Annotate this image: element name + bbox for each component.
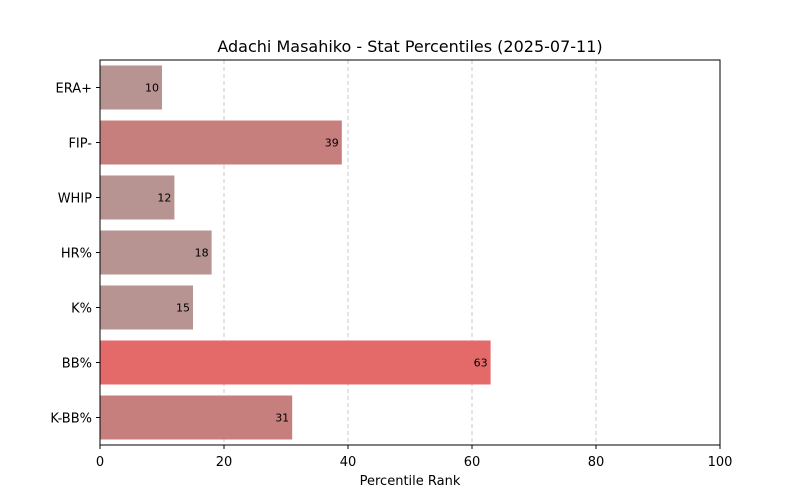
bar-value-label: 15 bbox=[176, 302, 190, 315]
bar-value-label: 39 bbox=[325, 137, 339, 150]
y-tick-label: ERA+ bbox=[55, 82, 92, 97]
y-tick-label: K% bbox=[71, 302, 92, 317]
bar-value-label: 18 bbox=[195, 247, 209, 260]
x-axis-label: Percentile Rank bbox=[360, 474, 461, 489]
labels-layer: 10 39 12 18 15 63 31 bbox=[145, 82, 488, 425]
axes-layer: ERA+ FIP- WHIP HR% K% BB% K-BB% 0 20 40 60 80 100 bbox=[50, 59, 733, 470]
x-tick-label: 40 bbox=[340, 455, 357, 470]
bar-value-label: 12 bbox=[157, 192, 171, 205]
y-tick-label: HR% bbox=[61, 247, 92, 262]
bar-value-label: 10 bbox=[145, 82, 159, 95]
plot-frame bbox=[99, 59, 721, 446]
x-tick-label: 100 bbox=[708, 455, 733, 470]
y-tick-label: FIP- bbox=[68, 137, 92, 152]
bar-era- bbox=[100, 65, 162, 110]
bar-fip- bbox=[100, 120, 342, 165]
bars-layer bbox=[100, 65, 491, 440]
bar-value-label: 63 bbox=[474, 357, 488, 370]
chart-title: Adachi Masahiko - Stat Percentiles (2025… bbox=[217, 37, 602, 56]
y-tick-label: K-BB% bbox=[50, 412, 92, 427]
y-tick-label: WHIP bbox=[58, 192, 92, 207]
y-tick-label: BB% bbox=[62, 357, 92, 372]
bar-k- bbox=[100, 285, 193, 330]
bar-whip bbox=[100, 175, 175, 220]
x-tick-label: 20 bbox=[216, 455, 233, 470]
bar-bb- bbox=[100, 340, 491, 385]
x-tick-label: 0 bbox=[96, 455, 104, 470]
bar-k-bb- bbox=[100, 395, 293, 440]
x-tick-label: 80 bbox=[588, 455, 605, 470]
x-tick-label: 60 bbox=[464, 455, 481, 470]
bar-hr- bbox=[100, 230, 212, 275]
bar-value-label: 31 bbox=[275, 412, 289, 425]
